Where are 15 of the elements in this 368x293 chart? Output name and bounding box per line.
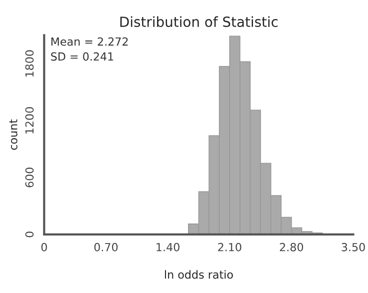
- y-tick-label: 1200: [25, 107, 34, 134]
- y-tick-label: 600: [25, 168, 34, 188]
- x-axis-title: ln odds ratio: [165, 270, 233, 279]
- annotation: Mean = 2.272: [51, 37, 128, 46]
- x-tick-label: 0: [41, 242, 47, 252]
- x-tick-label: 0.70: [94, 242, 118, 252]
- chart-title: Distribution of Statistic: [120, 16, 278, 28]
- annotation: SD = 0.241: [51, 52, 114, 61]
- y-axis-title: count: [9, 119, 18, 150]
- x-tick-label: 2.80: [280, 242, 304, 252]
- x-tick-label: 1.40: [156, 242, 180, 252]
- x-tick-label: 2.10: [218, 242, 242, 252]
- y-tick-label: 1800: [25, 50, 34, 77]
- y-tick-label: 0: [25, 232, 34, 238]
- x-tick-label: 3.50: [342, 242, 365, 252]
